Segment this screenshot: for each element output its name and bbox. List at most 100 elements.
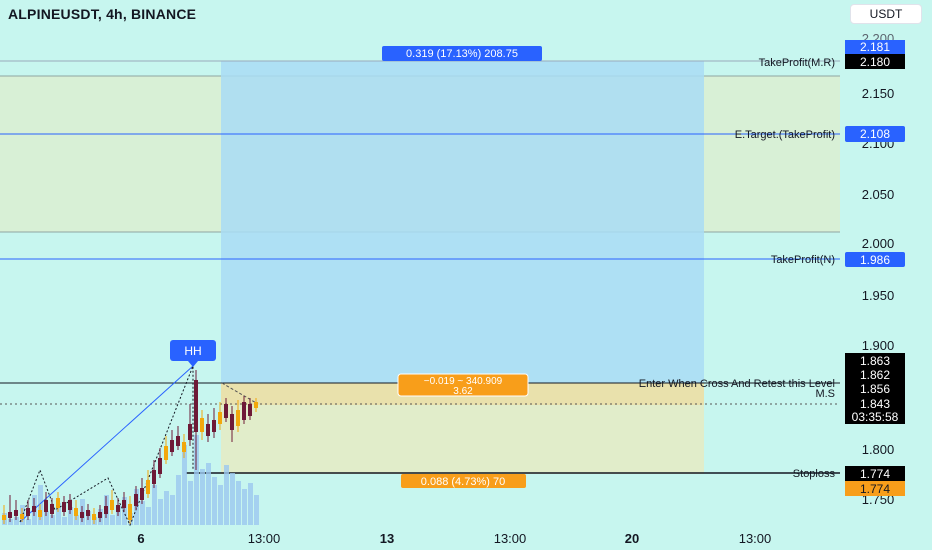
candle-body — [230, 414, 234, 430]
price-tag-e-target: 2.108 — [845, 126, 905, 142]
candle-body — [194, 380, 198, 432]
candle-body — [110, 500, 114, 510]
volume-bar — [110, 515, 115, 525]
center-label-line1: −0.019 ~ 340.909 — [424, 376, 503, 387]
candle-body — [62, 502, 66, 512]
take-profit-n-label: TakeProfit(N) — [771, 254, 835, 266]
volume-bar — [140, 501, 145, 525]
candle-body — [200, 418, 204, 432]
volume-bar — [242, 489, 247, 525]
price-tag-stop-orange: 1.774 — [845, 481, 905, 496]
price-tag-mid-black: 1.862 — [845, 368, 905, 382]
volume-bar — [146, 507, 151, 525]
currency-button[interactable]: USDT — [850, 4, 922, 24]
volume-bar — [236, 481, 241, 525]
loss-label-group[interactable]: 0.088 (4.73%) 70 — [401, 474, 526, 488]
volume-bar — [158, 499, 163, 525]
candle-body — [236, 410, 240, 426]
price-tag-current-text: 1.843 — [860, 397, 890, 411]
candle-body — [140, 488, 144, 500]
volume-bar — [182, 445, 187, 525]
volume-bar — [254, 495, 259, 525]
volume-bar — [248, 483, 253, 525]
candle-body — [44, 500, 48, 512]
hh-label: HH — [184, 344, 201, 358]
take-profit-mr-label: TakeProfit(M.R) — [759, 57, 835, 69]
candle-body — [134, 494, 138, 506]
volume-bar — [26, 519, 31, 525]
price-tick: 2.150 — [862, 86, 895, 101]
time-axis[interactable]: 6 13:00 13 13:00 20 13:00 — [137, 531, 771, 546]
candle-body — [218, 412, 222, 424]
volume-bar — [44, 511, 49, 525]
volume-bar — [152, 485, 157, 525]
center-label-group[interactable]: −0.019 ~ 340.909 3.62 — [397, 373, 529, 397]
profit-label: 0.319 (17.13%) 208.75 — [406, 48, 518, 60]
price-tick: 2.050 — [862, 187, 895, 202]
volume-bar — [194, 435, 199, 525]
symbol-title[interactable]: ALPINEUSDT, 4h, BINANCE — [8, 6, 197, 22]
candle-body — [14, 510, 18, 516]
price-tick: 1.900 — [862, 338, 895, 353]
candle-body — [8, 512, 12, 518]
candle-body — [80, 512, 84, 518]
candle-body — [104, 506, 108, 514]
candle-body — [86, 510, 90, 516]
candle-body — [50, 504, 54, 514]
price-tag-countdown: 03:35:58 — [852, 410, 899, 424]
candle-body — [98, 512, 102, 518]
price-tag-take-profit-mr: 2.180 — [845, 54, 905, 69]
price-tag-upper-black-text: 1.863 — [860, 354, 890, 368]
price-tick: 1.800 — [862, 442, 895, 457]
volume-bar — [56, 503, 61, 525]
candle-body — [56, 498, 60, 508]
volume-bar — [62, 517, 67, 525]
candle-body — [158, 458, 162, 474]
time-tick: 13:00 — [739, 531, 772, 546]
hh-annotation[interactable]: HH — [170, 340, 216, 367]
center-label-badge — [397, 373, 529, 397]
candle-body — [176, 436, 180, 446]
price-tag-upper-black: 1.863 — [845, 353, 905, 368]
time-tick: 13:00 — [494, 531, 527, 546]
candle-body — [74, 508, 78, 516]
price-tag-take-profit-n: 1.986 — [845, 252, 905, 267]
trend-line-up[interactable] — [19, 365, 194, 523]
hh-badge[interactable] — [170, 340, 216, 361]
candle-body — [188, 424, 192, 440]
volume-bar — [68, 507, 73, 525]
price-tag-entry: 1.856 — [845, 382, 905, 396]
candle-body — [32, 506, 36, 512]
volume-bar — [50, 515, 55, 525]
price-tag-stop-orange-text: 1.774 — [860, 482, 890, 496]
price-tick: 1.950 — [862, 288, 895, 303]
candles — [2, 370, 258, 524]
price-tag-top-blue-text: 2.181 — [860, 40, 890, 54]
candle-body — [164, 446, 168, 460]
candle-body — [152, 470, 156, 484]
candle-body — [248, 404, 252, 416]
zigzag-pattern[interactable] — [19, 365, 194, 527]
price-tag-stoploss: 1.774 — [845, 466, 905, 481]
price-tag-take-profit-mr-text: 2.180 — [860, 55, 890, 69]
volume-bar — [218, 485, 223, 525]
position-profit-area[interactable] — [221, 61, 704, 383]
e-target-label: E.Target.(TakeProfit) — [735, 129, 835, 141]
profit-label-group[interactable]: 0.319 (17.13%) 208.75 — [382, 46, 542, 61]
volume-bar — [206, 463, 211, 525]
time-tick: 13:00 — [248, 531, 281, 546]
candle-body — [128, 504, 132, 520]
price-tag-current: 1.843 03:35:58 — [845, 396, 905, 424]
volume-bar — [188, 481, 193, 525]
volume-bar — [170, 495, 175, 525]
candle-body — [170, 440, 174, 452]
candle-body — [20, 514, 24, 519]
volume-bar — [14, 517, 19, 525]
center-label-line2: 3.62 — [453, 386, 473, 397]
candle-body — [116, 505, 120, 512]
candle-body — [212, 420, 216, 432]
price-tag-e-target-text: 2.108 — [860, 127, 890, 141]
loss-label: 0.088 (4.73%) 70 — [421, 476, 505, 488]
ms-label: M.S — [815, 388, 835, 400]
